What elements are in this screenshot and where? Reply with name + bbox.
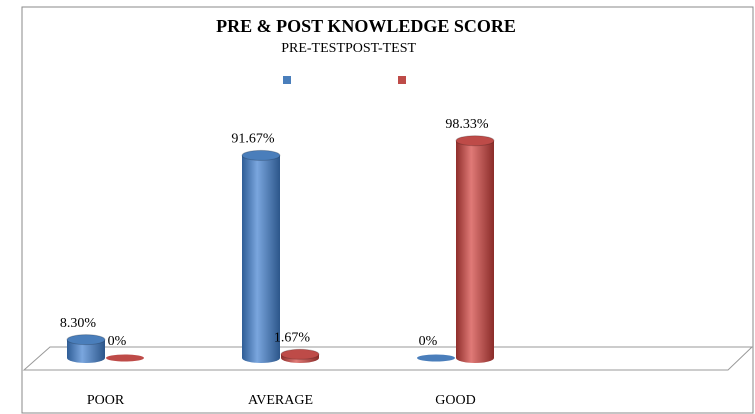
value-label: 1.67% [274,331,311,346]
bar [455,135,495,363]
floor [22,346,754,371]
bar [241,149,281,363]
legend-label: POST-TEST [345,41,417,56]
chart-frame [21,6,754,414]
x-tick-label: GOOD [435,393,475,408]
bar [417,354,455,362]
value-label: 91.67% [231,132,275,147]
value-label: 0% [108,334,127,349]
value-label: 0% [419,334,438,349]
bar [280,348,320,363]
x-tick-label: POOR [87,393,125,408]
legend-swatch [398,76,406,84]
legend-swatch [283,76,291,84]
chart-title: PRE & POST KNOWLEDGE SCORE [216,16,516,36]
x-tick-label: AVERAGE [248,393,313,408]
bar [106,354,144,362]
bar [66,334,106,363]
legend-label: PRE-TEST [281,41,345,56]
value-label: 98.33% [445,117,489,132]
value-label: 8.30% [60,316,97,331]
